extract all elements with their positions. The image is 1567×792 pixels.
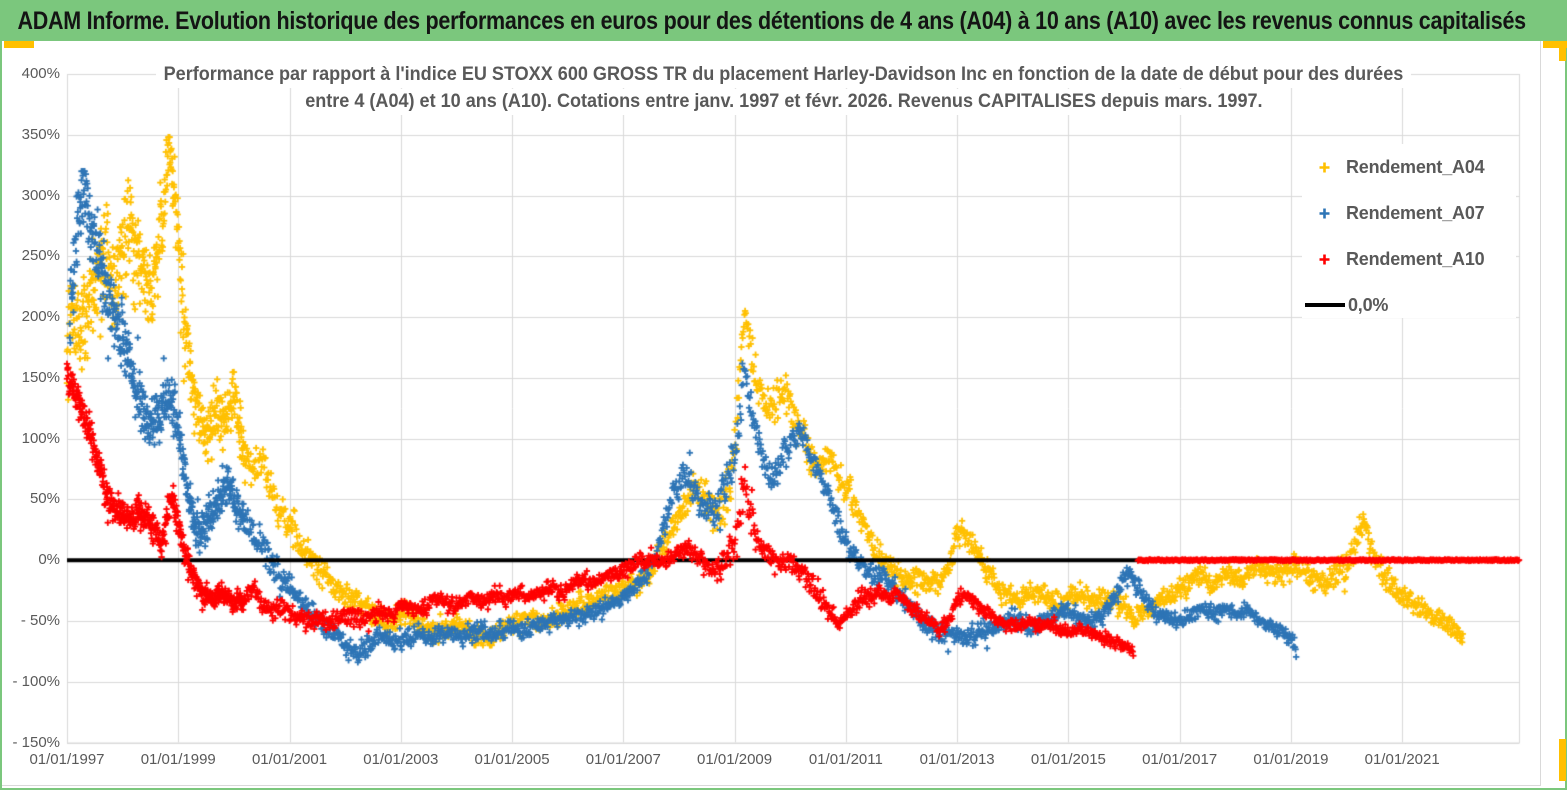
y-axis-tick-label: 400%	[21, 65, 60, 82]
y-axis-tick-label: 50%	[29, 490, 60, 508]
legend-item-rendement-a10[interactable]: Rendement_A10	[1302, 236, 1516, 282]
legend-zero-line-icon	[1302, 303, 1346, 307]
y-axis-tick-label: - 150%	[12, 733, 60, 751]
x-axis-tick-label: 01/01/2017	[1142, 751, 1218, 768]
x-axis-tick-label: 01/01/2011	[808, 751, 883, 768]
y-axis-tick-label: - 50%	[20, 611, 60, 629]
y-axis-tick-label: 0%	[38, 551, 60, 569]
chart-title-line2: entre 4 (A04) et 10 ans (A10). Cotations…	[2, 89, 1565, 115]
legend-item-label: Rendement_A10	[1346, 248, 1485, 269]
x-axis-tick-label: 01/01/2003	[363, 751, 439, 768]
chart-title-line1: Performance par rapport à l'indice EU ST…	[2, 62, 1565, 88]
y-axis-tick-label: 100%	[21, 429, 60, 447]
legend-item-rendement-a04[interactable]: Rendement_A04	[1302, 144, 1516, 190]
legend: Rendement_A04 Rendement_A07 Rendement_A10 0…	[1302, 144, 1516, 318]
y-axis-tick-label: 200%	[21, 308, 60, 326]
x-axis-tick-label: 01/01/2019	[1253, 751, 1329, 768]
x-axis-tick-label: 01/01/2009	[697, 751, 773, 768]
x-axis-tick-label: 01/01/2021	[1364, 751, 1440, 768]
legend-item-label: Rendement_A04	[1346, 156, 1485, 177]
y-axis-tick-label: 350%	[21, 125, 60, 143]
y-axis-tick-label: 150%	[21, 368, 60, 386]
x-axis-tick-label: 01/01/2005	[474, 751, 550, 768]
y-axis-tick-label: 250%	[21, 247, 60, 265]
y-axis-tick-label: - 100%	[12, 672, 60, 690]
legend-item-rendement-a07[interactable]: Rendement_A07	[1302, 190, 1516, 236]
legend-item-label: Rendement_A07	[1346, 202, 1485, 223]
legend-item-label: 0,0%	[1348, 294, 1389, 315]
x-axis-tick-label: 01/01/2001	[251, 751, 328, 768]
x-axis-tick-label: 01/01/1997	[29, 751, 105, 768]
x-axis-tick-label: 01/01/1999	[140, 751, 216, 768]
legend-plus-marker-icon	[1302, 252, 1346, 267]
y-axis-tick-label: 300%	[21, 186, 60, 204]
legend-item-0-0-[interactable]: 0,0%	[1302, 282, 1516, 328]
legend-plus-marker-icon	[1302, 160, 1346, 175]
x-axis-tick-label: 01/01/2013	[919, 751, 995, 768]
legend-plus-marker-icon	[1302, 206, 1346, 221]
x-axis-tick-label: 01/01/2015	[1030, 751, 1106, 768]
x-axis-tick-label: 01/01/2007	[585, 751, 661, 768]
